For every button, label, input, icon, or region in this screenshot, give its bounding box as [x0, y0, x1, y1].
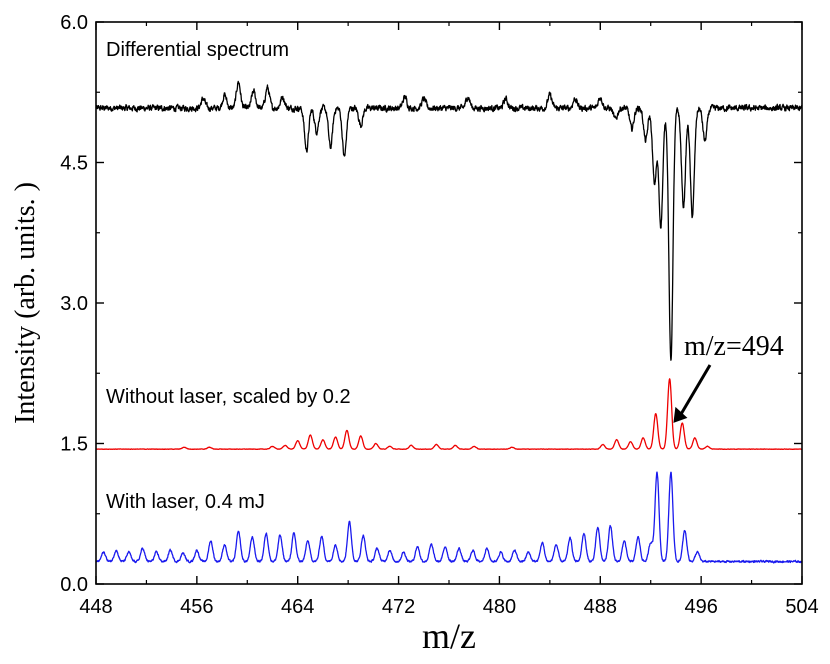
plot-background: [96, 22, 802, 584]
series-lines: [95, 80, 803, 564]
axes: 448 456 464 472 480 488 496 504 0.0 1.5 3.0 4.5 6.0: [60, 12, 819, 618]
y-tick-label: 6.0: [60, 12, 88, 34]
series-line-1: [95, 80, 803, 361]
series-line-3: [95, 471, 803, 564]
y-tick-label: 4.5: [60, 153, 88, 175]
y-tick-label: 3.0: [60, 293, 88, 315]
x-tick-label: 448: [79, 596, 112, 618]
x-tick-label: 472: [382, 596, 415, 618]
series-line-2: [95, 378, 803, 451]
annotation-arrow-line: [678, 364, 712, 418]
x-tick-label: 480: [483, 596, 516, 618]
x-tick-label: 456: [180, 596, 213, 618]
y-tick-label: 0.0: [60, 574, 88, 596]
annotation-arrow-head: [673, 406, 688, 423]
labels: m/z Intensity (arb. units. ) Differential …: [10, 39, 784, 656]
x-tick-label: 496: [684, 596, 717, 618]
y-tick-label: 1.5: [60, 434, 88, 456]
annotation-text: m/z=494: [684, 331, 784, 362]
x-axis-title: m/z: [422, 616, 476, 656]
x-tick-label: 504: [785, 596, 818, 618]
series-label: Without laser, scaled by 0.2: [106, 386, 351, 408]
series-label: Differential spectrum: [106, 39, 289, 61]
x-tick-label: 464: [281, 596, 314, 618]
x-tick-label: 488: [584, 596, 617, 618]
plot-area: [96, 22, 802, 584]
series-label: With laser, 0.4 mJ: [106, 491, 265, 513]
y-axis-title: Intensity (arb. units. ): [10, 182, 41, 424]
